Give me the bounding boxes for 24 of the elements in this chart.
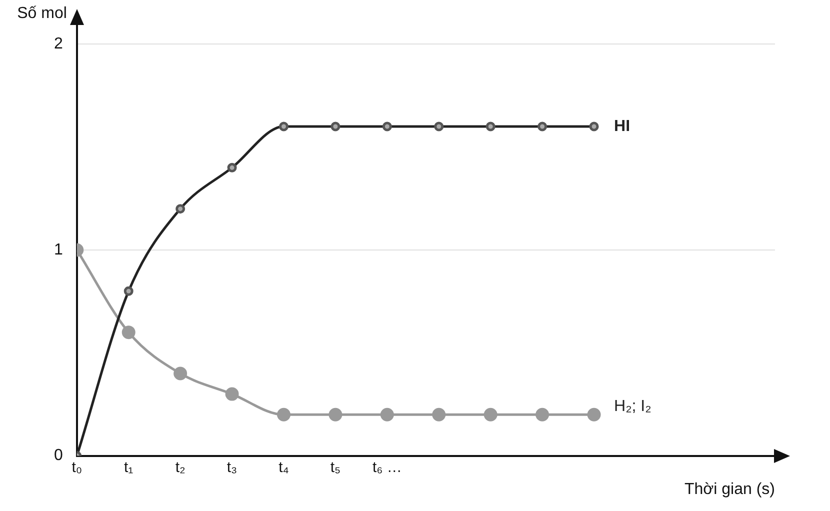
point — [536, 408, 550, 422]
point — [380, 408, 394, 422]
x-tick-label: t₃ — [226, 458, 238, 476]
point — [484, 408, 498, 422]
point — [174, 366, 188, 380]
point — [276, 408, 290, 422]
y-tick-label: 0 — [54, 447, 63, 464]
point — [328, 408, 342, 422]
point — [122, 326, 136, 340]
y-tick-label: 2 — [54, 36, 63, 53]
x-tick-label: t₆ … — [372, 458, 402, 476]
y-axis-title: Số mol — [17, 5, 67, 22]
x-tick-label: t₀ — [72, 458, 82, 476]
point — [432, 408, 446, 422]
x-tick-label: t₂ — [175, 458, 186, 476]
series-label: HI — [614, 118, 630, 135]
x-tick-label: t₁ — [124, 458, 134, 476]
x-tick-label: t₄ — [278, 458, 289, 476]
x-tick-label: t₅ — [330, 458, 341, 476]
x-axis-title: Thời gian (s) — [684, 480, 775, 498]
y-tick-label: 1 — [54, 241, 63, 258]
point — [225, 387, 239, 401]
point — [587, 408, 601, 422]
series-label: H₂; I₂ — [614, 398, 652, 416]
